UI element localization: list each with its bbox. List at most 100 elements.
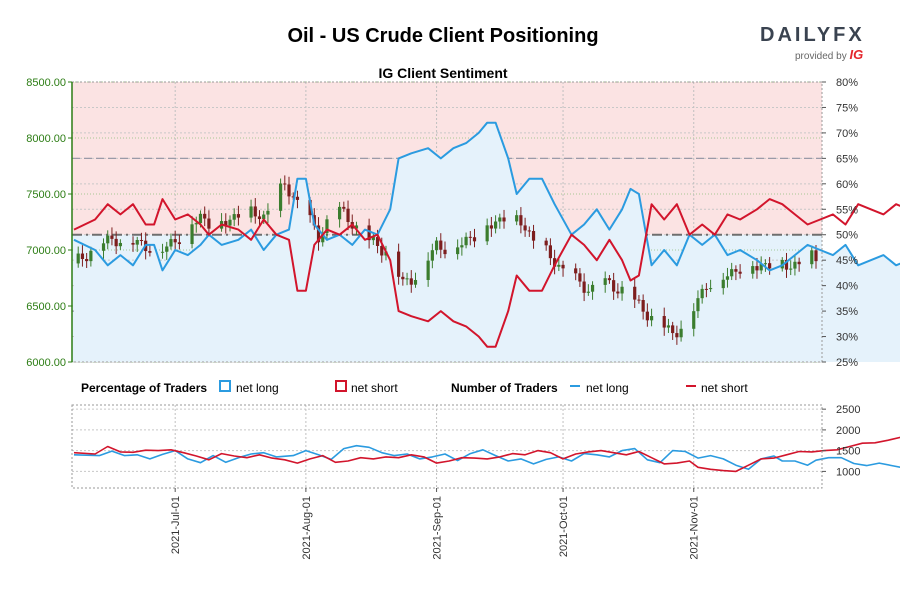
candle-body: [498, 217, 502, 222]
candle-body: [249, 206, 253, 218]
candle-body: [709, 288, 713, 290]
date-tick-label: 2021-Aug-01: [301, 496, 313, 560]
candle-body: [76, 253, 80, 264]
candle-body: [649, 316, 654, 321]
candle-body: [316, 225, 321, 243]
candle-body: [489, 225, 493, 229]
candle-body: [207, 218, 211, 229]
candle-body: [704, 288, 708, 290]
candle-body: [548, 245, 552, 259]
candle-body: [485, 225, 489, 242]
price-tick-label: 8000.00: [26, 133, 66, 145]
candle-body: [198, 213, 203, 224]
legend-pct-long-swatch: [219, 380, 231, 392]
date-axis: 2021-Jul-01 2021-Aug-01 2021-Sep-01 2021-Oc…: [170, 488, 701, 560]
pct-tick-label: 30%: [836, 332, 858, 344]
price-tick-label: 7500.00: [26, 189, 66, 201]
candle-body: [666, 325, 671, 328]
candle-body: [110, 235, 114, 239]
candle-body: [325, 219, 329, 234]
candle-body: [616, 291, 620, 294]
candle-body: [439, 240, 443, 250]
candle-body: [700, 288, 704, 299]
legend-pct-short-label: net short: [351, 381, 398, 395]
pct-tick-label: 70%: [836, 128, 858, 140]
candle-body: [553, 258, 557, 267]
candle-body: [730, 269, 734, 277]
candle-body: [797, 261, 801, 265]
candle-body: [696, 298, 700, 312]
candle-body: [131, 242, 135, 245]
chart-subtitle: IG Client Sentiment: [378, 65, 507, 81]
candle-body: [266, 210, 270, 215]
candle-body: [725, 276, 730, 280]
candle-body: [405, 278, 409, 280]
candle-body: [283, 183, 287, 185]
candle-body: [85, 259, 89, 262]
candle-body: [173, 239, 177, 243]
candle-body: [380, 245, 384, 256]
date-tick-label: 2021-Sep-01: [432, 496, 444, 560]
candle-body: [106, 235, 110, 244]
candle-body: [456, 247, 460, 255]
candle-body: [531, 230, 536, 241]
candle-body: [561, 264, 565, 269]
candle-body: [768, 263, 772, 269]
dailyfx-logo: DAILYFX provided by IG: [760, 24, 870, 64]
candle-body: [493, 221, 498, 229]
candle-body: [784, 260, 789, 270]
percent-axis: 25% 30% 35% 40% 45% 50% 55% 60% 65% 70% 75% 80%: [822, 77, 858, 369]
candle-body: [574, 268, 578, 274]
candle-body: [751, 266, 755, 274]
candle-body: [645, 311, 649, 321]
candle-body: [607, 278, 612, 281]
count-panel-frame: [71, 404, 823, 489]
candle-body: [232, 214, 236, 220]
candle-body: [253, 206, 257, 217]
candle-body: [401, 276, 405, 280]
pct-tick-label: 50%: [836, 230, 858, 242]
count-axis: 1000 1500 2000 2500: [822, 404, 860, 478]
date-tick-label: 2021-Oct-01: [558, 496, 570, 557]
candle-body: [603, 278, 607, 285]
price-axis: 6000.00 6500.00 7000.00 7500.00 8000.00 8500.…: [26, 77, 73, 369]
candle-body: [620, 286, 624, 294]
candle-body: [236, 214, 241, 218]
candle-body: [278, 183, 283, 211]
candle-body: [519, 215, 523, 226]
candle-body: [371, 237, 375, 241]
candle-body: [671, 325, 675, 334]
candle-body: [472, 237, 477, 242]
candle-body: [633, 286, 637, 300]
pct-tick-label: 25%: [836, 357, 858, 369]
candle-body: [165, 246, 169, 252]
candle-body: [194, 223, 198, 225]
price-tick-label: 8500.00: [26, 77, 66, 89]
candle-body: [443, 249, 447, 255]
candle-body: [397, 251, 401, 277]
candle-body: [177, 242, 181, 245]
candle-body: [789, 268, 793, 270]
candle-body: [578, 273, 582, 282]
candle-body: [793, 261, 797, 269]
candle-body: [354, 225, 359, 229]
pct-tick-label: 40%: [836, 281, 858, 293]
candle-body: [734, 269, 738, 272]
candle-body: [662, 316, 666, 328]
candle-body: [502, 217, 506, 222]
candle-body: [755, 266, 759, 271]
candle-body: [295, 196, 300, 200]
price-tick-label: 6000.00: [26, 357, 66, 369]
candle-body: [101, 243, 106, 251]
candle-body: [228, 219, 232, 226]
price-candlesticks: [76, 175, 818, 345]
candle-body: [675, 333, 679, 338]
candle-body: [810, 250, 814, 265]
candle-body: [641, 299, 645, 312]
candle-body: [426, 260, 430, 280]
candle-body: [114, 238, 118, 247]
candle-body: [308, 199, 312, 216]
count-tick-label: 2500: [836, 404, 860, 416]
count-tick-label: 2000: [836, 425, 860, 437]
date-tick-label: 2021-Nov-01: [689, 496, 701, 560]
